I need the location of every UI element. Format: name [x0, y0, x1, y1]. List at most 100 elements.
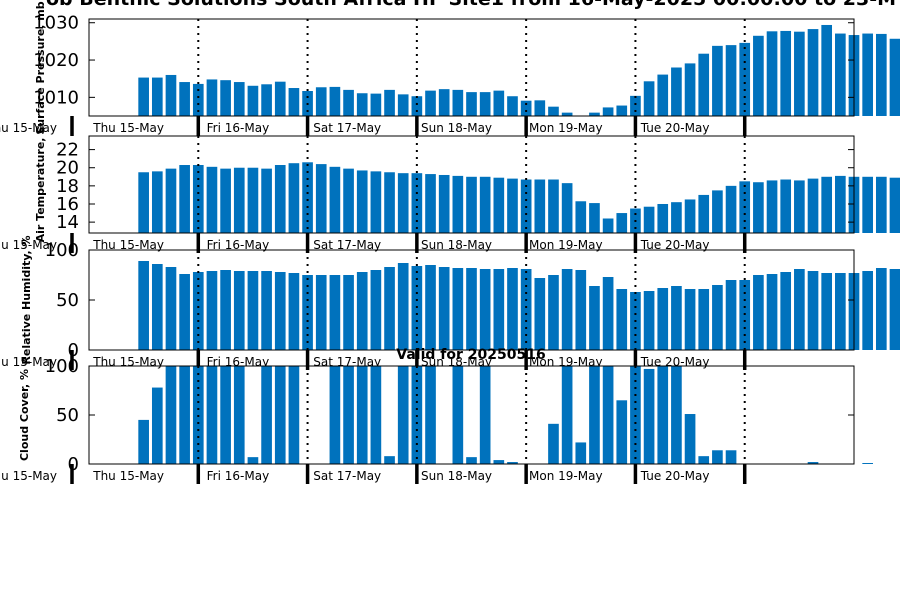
bar — [288, 273, 300, 350]
bar — [712, 190, 723, 233]
y-tick-label: 100 — [45, 240, 79, 261]
bar — [192, 83, 204, 116]
bar — [794, 31, 805, 116]
bar — [397, 366, 409, 464]
x-tick-label: Tue 20-May — [640, 238, 710, 252]
y-tick-label: 50 — [56, 405, 79, 426]
y-tick-label: 100 — [45, 356, 79, 377]
y-tick-label: 14 — [56, 212, 79, 233]
bar — [616, 400, 628, 464]
bar — [548, 106, 559, 116]
x-tick-label: Tue 20-May — [640, 121, 710, 135]
bar — [411, 96, 423, 116]
bar — [179, 165, 190, 233]
y-axis-label: Air Temperature, C — [34, 126, 47, 243]
bar — [766, 180, 778, 233]
bar — [862, 33, 873, 116]
bar — [643, 81, 655, 116]
bar — [315, 275, 327, 350]
bar — [138, 419, 149, 464]
bar — [261, 84, 272, 116]
bar — [807, 462, 819, 464]
bar — [807, 29, 819, 116]
bar — [889, 177, 900, 233]
y-tick-label: 0 — [68, 340, 79, 361]
x-tick-label: Sun 18-May — [421, 121, 492, 135]
bar — [438, 267, 450, 350]
bar — [233, 366, 245, 464]
y-tick-label: 18 — [56, 176, 79, 197]
bar — [561, 183, 573, 233]
bar — [138, 77, 149, 116]
bar — [507, 96, 518, 116]
bar — [671, 286, 682, 350]
bar — [602, 107, 614, 116]
bar — [138, 261, 149, 350]
bar — [452, 366, 464, 464]
bar — [274, 272, 286, 350]
bar — [780, 179, 792, 233]
x-tick-label: Mon 19-May — [529, 469, 603, 483]
x-tick-label: Fri 16-May — [207, 238, 270, 252]
bar — [411, 173, 423, 233]
bar — [329, 275, 341, 350]
bar — [616, 105, 628, 116]
bar — [493, 177, 505, 233]
bar — [206, 366, 218, 464]
bar — [794, 269, 805, 350]
bar — [643, 368, 655, 464]
y-tick-label: 16 — [56, 194, 79, 215]
bar — [165, 267, 177, 350]
x-tick-label: Thu 15-May — [92, 355, 164, 369]
bar — [466, 268, 477, 350]
bar — [712, 285, 723, 350]
bar — [807, 271, 819, 350]
bar — [657, 366, 669, 464]
bar — [206, 166, 218, 233]
bar — [684, 289, 696, 350]
bar — [698, 53, 710, 116]
bar — [561, 366, 573, 464]
bar — [493, 269, 505, 350]
bar — [520, 100, 532, 116]
bar — [575, 442, 587, 464]
y-tick-label: 50 — [56, 290, 79, 311]
bar — [725, 185, 737, 233]
x-tick-label: Fri 16-May — [207, 121, 270, 135]
bar — [684, 63, 696, 116]
bar — [671, 366, 682, 464]
bar — [548, 179, 559, 233]
y-tick-label: 20 — [56, 158, 79, 179]
bar — [534, 100, 546, 116]
bar — [384, 172, 395, 233]
bar — [261, 271, 272, 350]
bar — [452, 268, 464, 350]
bar — [589, 366, 600, 464]
bar — [151, 264, 163, 350]
bar — [507, 268, 518, 350]
bar — [274, 81, 286, 116]
bar — [602, 218, 614, 233]
bar — [247, 271, 259, 350]
axes-frame — [88, 18, 855, 117]
bar — [493, 460, 505, 464]
bar — [384, 89, 395, 116]
bar — [534, 179, 546, 233]
bar — [206, 271, 218, 350]
bar — [192, 272, 204, 350]
y-axis-label: Surface Pressure, mb — [34, 1, 47, 134]
bar — [698, 289, 710, 350]
panel-title: Valid for 20250516 — [396, 347, 545, 363]
bar — [821, 24, 833, 116]
bar — [671, 67, 682, 116]
bar — [425, 174, 436, 233]
bar — [302, 275, 313, 350]
bar — [561, 269, 573, 350]
figure-title: ob Benthic Solutions South Africa HF Sit… — [46, 0, 896, 10]
x-tick-label-edge: Thu 15-May — [0, 121, 57, 135]
bar — [247, 85, 259, 116]
bar — [671, 202, 682, 233]
bar — [425, 90, 436, 116]
bar — [356, 366, 368, 464]
